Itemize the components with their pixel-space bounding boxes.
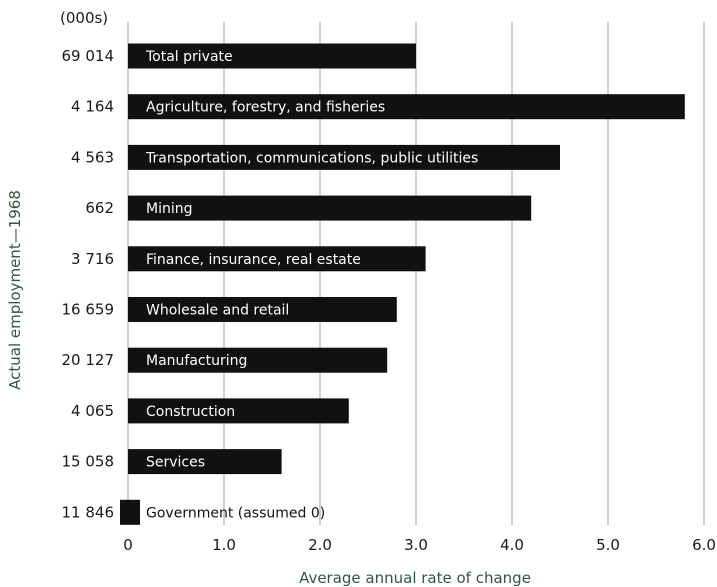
bar-label: Agriculture, forestry, and fisheries — [146, 100, 385, 116]
x-tick-label: 3.0 — [404, 536, 428, 554]
bar — [128, 144, 560, 170]
bar-label: Finance, insurance, real estate — [146, 252, 361, 268]
bar — [128, 94, 685, 120]
employment-value: 4 164 — [71, 98, 114, 116]
bars: Total private Agriculture, forestry, and … — [120, 43, 685, 525]
employment-value: 4 563 — [71, 148, 114, 166]
x-tick-label: 1.0 — [212, 536, 236, 554]
x-tick-label: 5.0 — [596, 536, 620, 554]
employment-labels: 69 014 4 164 4 563 662 3 716 16 659 20 127 4 06… — [62, 47, 115, 521]
bar — [128, 398, 349, 424]
employment-value: 20 127 — [62, 351, 115, 369]
employment-value: 3 716 — [71, 250, 114, 268]
x-tick-label: 2.0 — [308, 536, 332, 554]
bar — [128, 246, 426, 272]
bar — [120, 499, 140, 525]
bar — [128, 297, 397, 322]
x-tick-label: 0 — [123, 536, 133, 554]
bar-label: Wholesale and retail — [146, 303, 289, 319]
employment-value: 69 014 — [62, 47, 115, 65]
employment-value: 662 — [85, 199, 114, 217]
y-axis-title: Actual employment—1968 — [6, 190, 24, 390]
bar-label: Construction — [146, 404, 235, 420]
bar-label: Government (assumed 0) — [146, 505, 325, 521]
bar — [128, 449, 282, 475]
x-tick-label: 4.0 — [500, 536, 524, 554]
employment-value: 16 659 — [62, 301, 115, 319]
bar-label: Transportation, communications, public u… — [145, 150, 478, 166]
bar-label: Services — [146, 455, 205, 471]
bar-label: Total private — [145, 49, 233, 65]
bar-label: Manufacturing — [146, 353, 247, 369]
x-axis-title: Average annual rate of change — [299, 569, 531, 587]
employment-value: 11 846 — [62, 503, 115, 521]
bar — [128, 347, 388, 373]
x-tick-labels: 0 1.0 2.0 3.0 4.0 5.0 6.0 — [123, 536, 716, 554]
units-label: (000s) — [60, 9, 109, 27]
bar-label: Mining — [146, 201, 193, 217]
employment-value: 4 065 — [71, 402, 114, 420]
x-tick-label: 6.0 — [692, 536, 716, 554]
bar — [128, 195, 532, 221]
bar — [128, 43, 416, 69]
employment-value: 15 058 — [62, 453, 115, 471]
